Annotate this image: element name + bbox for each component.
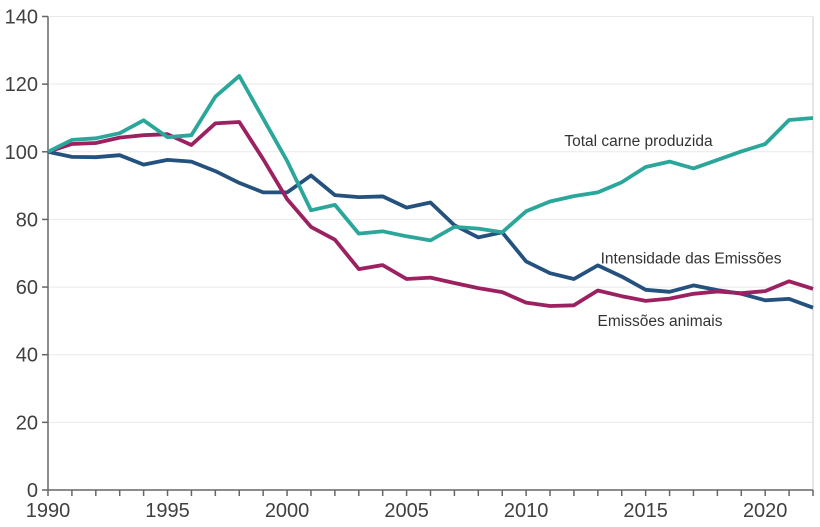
y-tick-label: 80 — [16, 209, 38, 231]
y-tick-label: 40 — [16, 345, 38, 367]
y-tick-label: 100 — [5, 142, 38, 164]
x-tick-label: 2020 — [743, 500, 788, 522]
series-line-total-carne-produzida — [47, 74, 814, 243]
x-tick-label: 1995 — [145, 500, 190, 522]
y-tick-label: 60 — [16, 277, 38, 299]
annotation-intensidade-das-emissoes: Intensidade das Emissões — [601, 251, 782, 268]
annotation-total-carne-produzida: Total carne produzida — [564, 133, 713, 150]
x-tick-label: 2000 — [265, 500, 310, 522]
y-tick-label: 0 — [27, 480, 38, 502]
x-tick-label: 1990 — [26, 500, 71, 522]
x-tick-label: 2010 — [504, 500, 549, 522]
y-tick-label: 120 — [5, 74, 38, 96]
annotation-emissoes-animais: Emissões animais — [598, 313, 723, 330]
series-line-intensidade-das-emissoes — [47, 149, 814, 310]
x-tick-label: 2005 — [384, 500, 429, 522]
y-tick-label: 140 — [5, 7, 38, 29]
x-tick-label: 2015 — [623, 500, 668, 522]
y-tick-label: 20 — [16, 412, 38, 434]
